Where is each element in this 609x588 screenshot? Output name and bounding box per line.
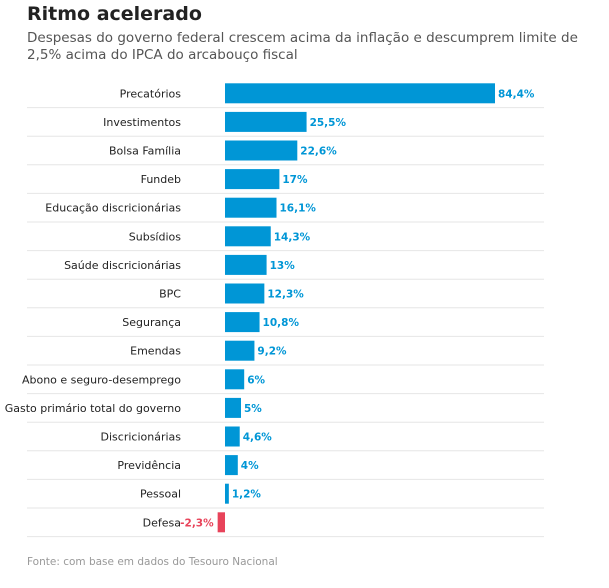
category-label: Educação discricionárias xyxy=(45,202,181,215)
value-label: -2,3% xyxy=(180,517,214,529)
category-label: Pessoal xyxy=(140,488,181,501)
value-label: 6% xyxy=(247,374,265,386)
bar xyxy=(225,226,271,247)
bar xyxy=(225,455,238,476)
value-label: 4,6% xyxy=(243,432,273,444)
chart-title: Ritmo acelerado xyxy=(27,3,202,25)
value-label: 14,3% xyxy=(274,231,311,243)
category-label: BPC xyxy=(159,288,181,301)
category-label: Bolsa Família xyxy=(109,145,181,158)
value-label: 13% xyxy=(270,260,296,272)
value-label: 10,8% xyxy=(263,317,300,329)
bar xyxy=(217,512,225,533)
bar xyxy=(225,369,245,390)
category-label: Investimentos xyxy=(103,116,181,129)
bar xyxy=(225,483,229,504)
bar xyxy=(225,83,495,104)
category-label: Gasto primário total do governo xyxy=(5,402,182,415)
category-label: Previdência xyxy=(117,459,181,472)
source-note: Fonte: com base em dados do Tesouro Naci… xyxy=(27,556,278,568)
value-label: 16,1% xyxy=(280,203,317,215)
category-label: Precatórios xyxy=(120,87,182,100)
category-label: Discricionárias xyxy=(101,431,182,444)
bar xyxy=(225,111,307,132)
chart-subtitle: Despesas do governo federal crescem acim… xyxy=(27,30,578,63)
bar xyxy=(225,254,267,275)
bar xyxy=(225,312,260,333)
bar xyxy=(225,197,277,218)
value-label: 22,6% xyxy=(300,146,337,158)
value-label: 25,5% xyxy=(310,117,347,129)
value-label: 9,2% xyxy=(257,346,287,358)
bar xyxy=(225,426,240,447)
category-label: Segurança xyxy=(122,316,181,329)
bar xyxy=(225,140,298,161)
value-label: 4% xyxy=(241,460,259,472)
value-label: 84,4% xyxy=(498,88,535,100)
bar xyxy=(225,397,241,418)
bar xyxy=(225,340,255,361)
category-label: Defesa xyxy=(143,516,181,529)
category-label: Saúde discricionárias xyxy=(64,259,181,272)
category-label: Subsídios xyxy=(129,230,181,243)
value-label: 5% xyxy=(244,403,262,415)
value-label: 12,3% xyxy=(267,289,304,301)
category-label: Emendas xyxy=(130,345,181,358)
category-label: Abono e seguro-desemprego xyxy=(22,373,181,386)
value-label: 17% xyxy=(282,174,308,186)
bar xyxy=(225,283,265,304)
value-label: 1,2% xyxy=(232,489,262,501)
category-label: Fundeb xyxy=(141,173,181,186)
bar xyxy=(225,169,280,190)
bar-chart: Precatórios 84,4% Investimentos 25,5% Bolsa … xyxy=(5,83,544,538)
